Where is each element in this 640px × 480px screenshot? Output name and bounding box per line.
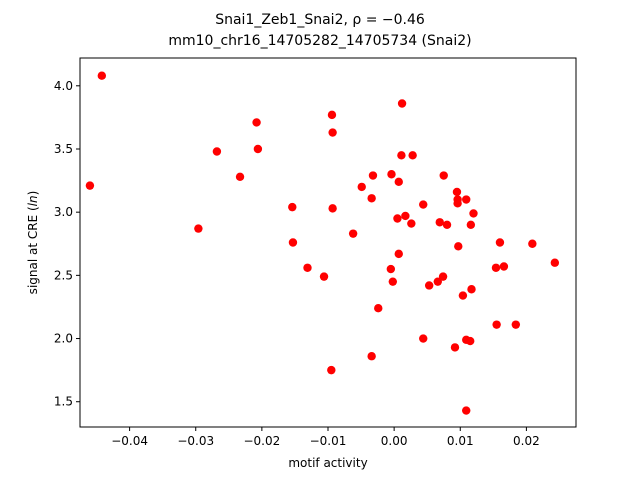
data-point (499, 262, 509, 271)
data-point (194, 224, 203, 233)
data-point (424, 281, 434, 290)
data-points-layer (85, 71, 560, 415)
x-axis-label: motif activity (288, 456, 367, 470)
data-point (408, 151, 417, 160)
data-point (386, 264, 396, 274)
x-tick-label: 0.02 (513, 434, 540, 448)
x-tick-label: 0.00 (381, 434, 408, 448)
data-point (303, 263, 312, 272)
data-point (454, 242, 463, 251)
data-point (288, 202, 297, 212)
x-tick-label: −0.04 (111, 434, 148, 448)
data-point (442, 220, 452, 230)
data-point (212, 147, 222, 156)
x-tick-label: −0.02 (243, 434, 280, 448)
y-axis-label-prefix: signal at CRE ( (26, 206, 40, 294)
data-point (550, 258, 560, 267)
data-point (450, 343, 460, 352)
data-point (328, 128, 337, 137)
data-point (438, 272, 448, 281)
data-point (393, 214, 402, 223)
data-point (288, 238, 298, 247)
data-point (465, 336, 475, 346)
y-tick-label: 2.0 (54, 332, 73, 346)
data-point (252, 118, 261, 127)
data-point (419, 334, 428, 343)
data-point (495, 238, 505, 247)
data-point (469, 209, 478, 218)
y-tick-label: 3.5 (54, 142, 73, 156)
y-axis-label-italic: ln (26, 195, 40, 206)
data-point (397, 151, 406, 160)
data-point (367, 352, 376, 361)
data-point (348, 229, 358, 238)
data-point (467, 285, 476, 294)
data-point (401, 211, 410, 221)
axes-frame (79, 57, 577, 428)
data-point (85, 181, 95, 190)
data-point (368, 171, 378, 180)
y-axis-label-suffix: ) (26, 191, 40, 196)
y-axis-label: signal at CRE (ln) (26, 191, 40, 295)
data-point (439, 171, 448, 180)
x-tick-label: −0.01 (310, 434, 347, 448)
data-point (435, 218, 444, 227)
data-point (328, 204, 337, 213)
data-point (407, 219, 416, 228)
data-point (357, 182, 366, 192)
data-point (397, 99, 407, 108)
data-point (394, 177, 403, 187)
x-axis-ticks: −0.04 −0.03 −0.02 −0.01 0.00 0.01 0.02 (111, 427, 540, 448)
data-point (388, 277, 398, 286)
data-point (387, 170, 396, 179)
data-point (458, 291, 468, 300)
data-point (97, 71, 107, 80)
data-point (462, 406, 471, 415)
y-tick-label: 4.0 (54, 79, 73, 93)
data-point (492, 320, 501, 329)
y-tick-label: 3.0 (54, 205, 73, 219)
chart-title-line-2: mm10_chr16_14705282_14705734 (Snai2) (168, 33, 472, 49)
chart-title-line-1: Snai1_Zeb1_Snai2, ρ = −0.46 (215, 12, 425, 28)
data-point (453, 199, 462, 208)
data-point (327, 365, 336, 375)
data-point (235, 172, 245, 181)
x-tick-label: −0.03 (177, 434, 214, 448)
data-point (452, 187, 462, 197)
y-tick-label: 2.5 (54, 268, 73, 282)
data-point (462, 195, 471, 204)
data-point (511, 320, 521, 329)
data-point (253, 144, 263, 154)
y-tick-label: 1.5 (54, 395, 73, 409)
data-point (319, 272, 329, 281)
data-point (374, 304, 383, 313)
data-point (491, 263, 501, 272)
y-axis-ticks: 1.5 2.0 2.5 3.0 3.5 4.0 (54, 79, 80, 409)
data-point (433, 277, 442, 286)
data-point (528, 239, 537, 248)
data-point (419, 200, 428, 209)
data-point (327, 110, 337, 120)
data-point (466, 220, 476, 230)
data-point (367, 194, 376, 203)
data-point (394, 249, 403, 259)
x-tick-label: 0.01 (447, 434, 474, 448)
